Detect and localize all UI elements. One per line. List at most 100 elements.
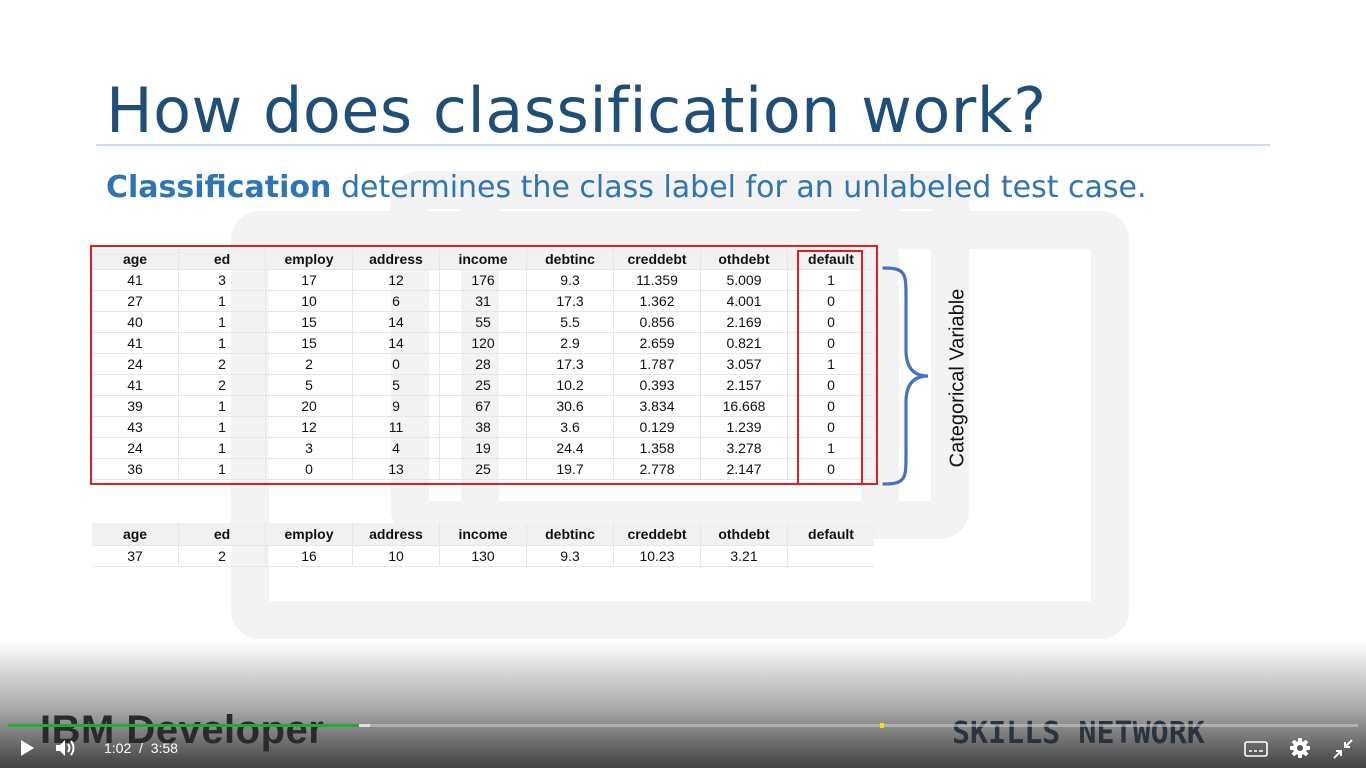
table-cell-debtinc: 17.3 [526,353,614,375]
table-row: 41 2 5 5 25 10.2 0.393 2.157 0 [92,374,874,396]
table-cell-address: 9 [352,395,440,417]
table-row: 39 1 20 9 67 30.6 3.834 16.668 0 [92,395,874,417]
table-cell-creddebt: 1.787 [613,353,701,375]
column-header-income: income [439,249,527,270]
progress-marker [880,723,884,728]
table-cell-income: 67 [439,395,527,417]
table-cell-default: 0 [787,311,874,333]
test-row: 37 2 16 10 130 9.3 10.23 3.21 [92,545,874,567]
title-divider [96,144,1270,146]
table-cell-ed: 3 [178,269,266,291]
column-header-creddebt: creddebt [613,523,701,546]
table-cell-ed: 2 [178,545,266,567]
column-header-othdebt: othdebt [700,523,788,546]
table-cell-address: 13 [352,458,440,480]
table-cell-address: 0 [352,353,440,375]
column-header-age: age [92,523,179,546]
table-cell-creddebt: 3.834 [613,395,701,417]
table-cell-creddebt: 0.393 [613,374,701,396]
table-cell-othdebt: 4.001 [700,290,788,312]
table-cell-ed: 1 [178,416,266,438]
captions-icon[interactable] [1244,740,1268,758]
controls-gradient [0,640,1366,768]
table-cell-employ: 15 [265,332,353,354]
time-separator: / [139,740,143,756]
table-cell-employ: 16 [265,545,353,567]
table-cell-age: 40 [92,311,179,333]
table-cell-employ: 0 [265,458,353,480]
table-cell-othdebt: 5.009 [700,269,788,291]
table-cell-address: 6 [352,290,440,312]
table-row: 41 3 17 12 176 9.3 11.359 5.009 1 [92,269,874,291]
exit-fullscreen-icon[interactable] [1332,738,1354,760]
table-cell-othdebt: 0.821 [700,332,788,354]
table-cell-debtinc: 5.5 [526,311,614,333]
table-cell-age: 37 [92,545,179,567]
table-cell-debtinc: 9.3 [526,545,614,567]
table-cell-default: 1 [787,269,874,291]
column-header-employ: employ [265,523,353,546]
table-cell-ed: 1 [178,290,266,312]
play-icon[interactable] [18,739,36,757]
table-cell-ed: 1 [178,311,266,333]
table-cell-default: 1 [787,353,874,375]
table-cell-employ: 20 [265,395,353,417]
table-cell-income: 25 [439,374,527,396]
table-cell-ed: 1 [178,332,266,354]
current-time: 1:02 [104,740,132,756]
table-cell-creddebt: 0.129 [613,416,701,438]
table-cell-ed: 1 [178,458,266,480]
table-cell-address: 12 [352,269,440,291]
table-cell-employ: 2 [265,353,353,375]
table-cell-income: 120 [439,332,527,354]
table-cell-age: 24 [92,437,179,459]
column-header-address: address [352,249,440,270]
table-cell-income: 25 [439,458,527,480]
table-cell-income: 28 [439,353,527,375]
table-cell-employ: 17 [265,269,353,291]
table-cell-creddebt: 11.359 [613,269,701,291]
table-cell-age: 39 [92,395,179,417]
table-cell-address: 14 [352,332,440,354]
column-header-income: income [439,523,527,546]
table-cell-debtinc: 3.6 [526,416,614,438]
table-cell-othdebt: 16.668 [700,395,788,417]
brace-icon [882,266,929,486]
column-header-age: age [92,249,179,270]
table-cell-employ: 5 [265,374,353,396]
volume-icon[interactable] [54,738,78,758]
table-cell-othdebt: 2.157 [700,374,788,396]
table-cell-default: 0 [787,290,874,312]
column-header-othdebt: othdebt [700,249,788,270]
subtitle-text: determines the class label for an unlabe… [331,170,1147,205]
column-header-address: address [352,523,440,546]
table-row: 36 1 0 13 25 19.7 2.778 2.147 0 [92,458,874,480]
default-column-highlight [797,250,863,485]
table-cell-employ: 10 [265,290,353,312]
table-cell-othdebt: 1.239 [700,416,788,438]
ibm-developer-logo: IBM Developer [40,708,325,752]
duration: 3:58 [150,740,178,756]
table-cell-default [787,545,874,567]
table-cell-employ: 15 [265,311,353,333]
table-cell-age: 41 [92,269,179,291]
column-header-employ: employ [265,249,353,270]
table-cell-income: 31 [439,290,527,312]
column-header-ed: ed [178,523,266,546]
table-cell-debtinc: 9.3 [526,269,614,291]
progress-bar[interactable] [8,723,1358,728]
table-cell-age: 43 [92,416,179,438]
table-cell-creddebt: 1.358 [613,437,701,459]
table-cell-ed: 1 [178,395,266,417]
table-cell-default: 0 [787,395,874,417]
gear-icon[interactable] [1289,737,1311,759]
table-cell-age: 27 [92,290,179,312]
table-cell-default: 0 [787,374,874,396]
table-cell-creddebt: 1.362 [613,290,701,312]
slide-title: How does classification work? [106,74,1047,147]
column-header-default: default [787,249,874,270]
test-case-table: age ed employ address income debtinc creddebt o… [92,523,874,567]
training-data-highlight [90,245,878,485]
table-cell-creddebt: 2.659 [613,332,701,354]
